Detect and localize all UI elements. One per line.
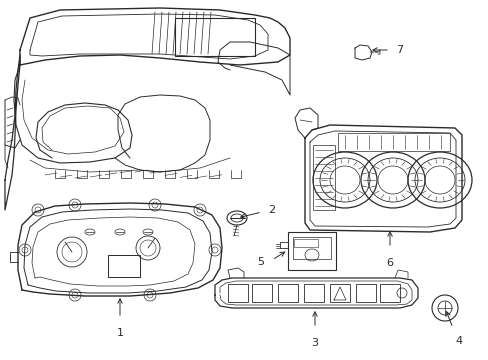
Text: 1: 1 — [116, 328, 123, 338]
Bar — [278, 284, 297, 302]
Text: 6: 6 — [386, 258, 393, 268]
Bar — [287, 232, 335, 270]
Bar — [337, 133, 449, 151]
Bar — [355, 284, 375, 302]
Bar — [379, 284, 399, 302]
Text: 5: 5 — [257, 257, 264, 267]
Text: 2: 2 — [267, 205, 275, 215]
Bar — [312, 145, 334, 210]
Bar — [304, 284, 324, 302]
Text: 7: 7 — [395, 45, 402, 55]
Bar — [227, 284, 247, 302]
Bar — [108, 255, 140, 277]
Bar — [329, 284, 349, 302]
Bar — [175, 18, 254, 56]
Text: 4: 4 — [454, 336, 461, 346]
Bar — [292, 237, 330, 259]
Bar — [251, 284, 271, 302]
Text: 3: 3 — [311, 338, 318, 348]
Bar — [293, 239, 317, 247]
